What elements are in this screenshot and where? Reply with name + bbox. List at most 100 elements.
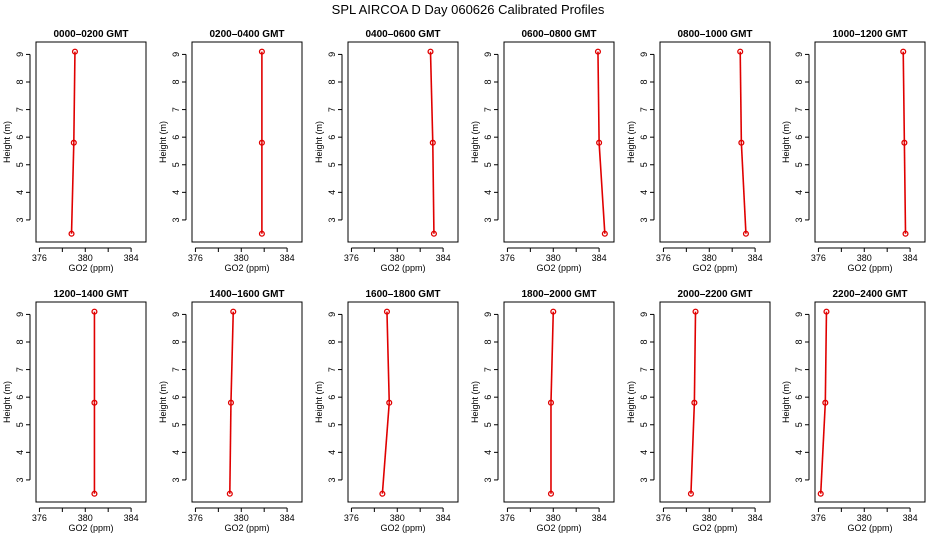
data-point bbox=[383, 308, 391, 315]
y-tick-label: 8 bbox=[639, 79, 649, 84]
x-tick-label: 380 bbox=[702, 253, 717, 263]
panel-title: 1400–1600 GMT bbox=[209, 289, 284, 300]
x-tick-label: 376 bbox=[811, 513, 826, 523]
panel-6: 1000–1200 GMT 376 380 384 GO2 (ppm) 3 4 5 6 7 8 9 He… bbox=[781, 29, 926, 273]
panel-title: 1800–2000 GMT bbox=[521, 289, 596, 300]
x-tick-label: 384 bbox=[124, 513, 139, 523]
y-tick-label: 6 bbox=[15, 395, 25, 400]
y-tick-label: 4 bbox=[639, 450, 649, 455]
y-tick-label: 4 bbox=[15, 190, 25, 195]
y-axis-label: Height (m) bbox=[781, 381, 791, 423]
data-point bbox=[901, 139, 908, 146]
x-axis-label: GO2 (ppm) bbox=[536, 523, 581, 533]
x-axis-label: GO2 (ppm) bbox=[847, 263, 892, 273]
y-tick-label: 8 bbox=[171, 79, 181, 84]
panel-4: 0600–0800 GMT 376 380 384 GO2 (ppm) 3 4 5 6 7 8 9 He… bbox=[470, 29, 615, 273]
y-tick-label: 6 bbox=[327, 395, 337, 400]
panel-title: 1600–1800 GMT bbox=[365, 289, 440, 300]
y-tick-label: 5 bbox=[327, 422, 337, 427]
y-tick-label: 5 bbox=[639, 162, 649, 167]
y-axis-label: Height (m) bbox=[781, 121, 791, 163]
data-point bbox=[430, 230, 437, 237]
data-point bbox=[70, 139, 77, 146]
panel-title: 0200–0400 GMT bbox=[209, 29, 284, 40]
y-tick-label: 6 bbox=[483, 395, 493, 400]
y-tick-label: 6 bbox=[15, 135, 25, 140]
y-tick-label: 8 bbox=[327, 339, 337, 344]
data-point bbox=[386, 399, 393, 406]
x-tick-label: 376 bbox=[32, 513, 47, 523]
y-tick-label: 5 bbox=[794, 422, 804, 427]
profile-segment bbox=[690, 402, 696, 494]
y-tick-label: 5 bbox=[483, 422, 493, 427]
y-tick-label: 7 bbox=[171, 107, 181, 112]
plot-frame bbox=[659, 41, 771, 243]
y-axis-label: Height (m) bbox=[2, 381, 12, 423]
y-tick-label: 9 bbox=[639, 52, 649, 57]
data-point bbox=[687, 490, 694, 497]
y-tick-label: 7 bbox=[483, 107, 493, 112]
profile-segment bbox=[693, 311, 697, 403]
panel-title: 2200–2400 GMT bbox=[832, 289, 907, 300]
data-point bbox=[817, 490, 824, 497]
y-tick-label: 8 bbox=[483, 79, 493, 84]
y-axis-label: Height (m) bbox=[626, 121, 636, 163]
y-tick-label: 6 bbox=[794, 395, 804, 400]
x-tick-label: 384 bbox=[124, 253, 139, 263]
y-tick-label: 3 bbox=[327, 217, 337, 222]
y-tick-label: 4 bbox=[639, 190, 649, 195]
y-tick-label: 7 bbox=[15, 107, 25, 112]
profile-segment bbox=[902, 51, 906, 143]
x-tick-label: 380 bbox=[546, 513, 561, 523]
x-tick-label: 384 bbox=[748, 253, 763, 263]
x-axis-label: GO2 (ppm) bbox=[68, 523, 113, 533]
profile-segment bbox=[824, 311, 828, 403]
y-tick-label: 9 bbox=[794, 52, 804, 57]
profile-segment bbox=[431, 142, 435, 234]
plot-frame bbox=[814, 301, 926, 503]
x-axis-label: GO2 (ppm) bbox=[380, 523, 425, 533]
plot-frame bbox=[503, 301, 615, 503]
x-tick-label: 380 bbox=[234, 513, 249, 523]
data-point bbox=[71, 48, 79, 55]
panel-title: 1200–1400 GMT bbox=[53, 289, 128, 300]
data-point bbox=[258, 230, 265, 237]
data-point bbox=[822, 399, 829, 406]
y-tick-label: 9 bbox=[15, 312, 25, 317]
profile-segment bbox=[429, 51, 434, 143]
panel-2: 0200–0400 GMT 376 380 384 GO2 (ppm) 3 4 5 6 7 8 9 He… bbox=[158, 29, 303, 273]
y-tick-label: 8 bbox=[794, 79, 804, 84]
data-point bbox=[692, 308, 699, 315]
x-tick-label: 380 bbox=[702, 513, 717, 523]
y-tick-label: 4 bbox=[171, 190, 181, 195]
data-point bbox=[68, 230, 75, 237]
panel-title: 0400–0600 GMT bbox=[365, 29, 440, 40]
x-tick-label: 376 bbox=[500, 253, 515, 263]
panel-7: 1200–1400 GMT 376 380 384 GO2 (ppm) 3 4 5 6 7 8 9 He… bbox=[2, 289, 147, 533]
data-point bbox=[230, 308, 237, 315]
y-tick-label: 7 bbox=[171, 367, 181, 372]
y-tick-label: 8 bbox=[794, 339, 804, 344]
x-tick-label: 380 bbox=[78, 513, 93, 523]
y-tick-label: 5 bbox=[15, 162, 25, 167]
profile-segment bbox=[550, 311, 555, 403]
x-tick-label: 376 bbox=[188, 513, 203, 523]
data-point bbox=[547, 399, 555, 406]
y-tick-label: 5 bbox=[15, 422, 25, 427]
y-tick-label: 9 bbox=[483, 52, 493, 57]
x-tick-label: 376 bbox=[656, 253, 671, 263]
data-point bbox=[900, 48, 907, 55]
y-tick-label: 3 bbox=[327, 477, 337, 482]
profile-segment bbox=[739, 51, 743, 143]
x-tick-label: 376 bbox=[811, 253, 826, 263]
x-tick-label: 376 bbox=[500, 513, 515, 523]
y-tick-label: 5 bbox=[171, 422, 181, 427]
profile-segment bbox=[381, 402, 391, 494]
profile-segment bbox=[903, 142, 907, 234]
panel-3: 0400–0600 GMT 376 380 384 GO2 (ppm) 3 4 5 6 7 8 9 He… bbox=[314, 29, 459, 273]
profile-segment bbox=[230, 311, 235, 403]
x-axis-label: GO2 (ppm) bbox=[224, 263, 269, 273]
y-tick-label: 9 bbox=[327, 312, 337, 317]
x-tick-label: 384 bbox=[280, 513, 295, 523]
